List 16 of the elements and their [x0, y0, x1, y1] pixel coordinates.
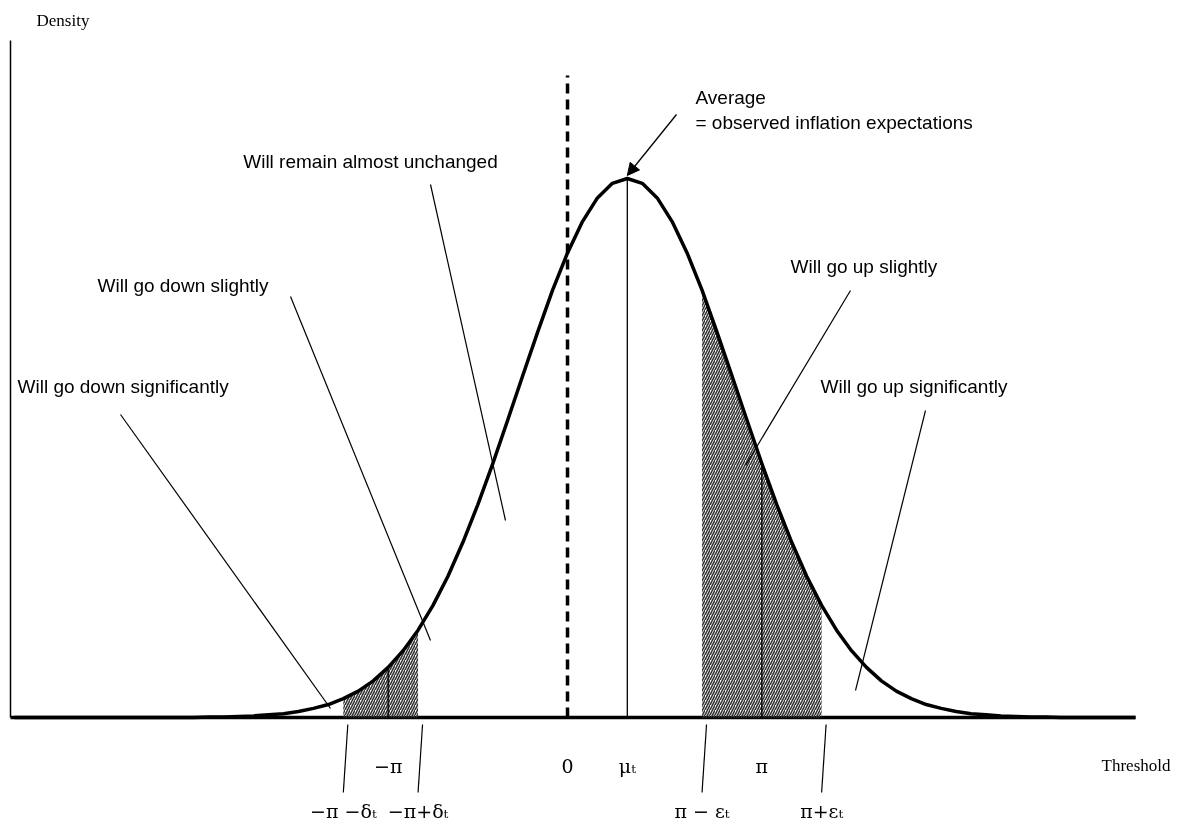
- x-tick-label: π+εₜ: [800, 799, 844, 822]
- x-tick-label: π: [755, 754, 769, 777]
- x-tick-label: π − εₜ: [674, 799, 730, 822]
- annotation: Will go down significantly: [17, 375, 230, 397]
- x-tick-label: −π: [373, 754, 403, 777]
- annotation: Will go up slightly: [790, 255, 938, 277]
- x-tick-label: −π −δₜ: [310, 799, 377, 822]
- x-tick-label: μₜ: [618, 754, 637, 777]
- x-axis-title: Threshold: [1101, 756, 1171, 775]
- annotation: Will go down slightly: [97, 274, 270, 296]
- text: Will remain almost unchanged: [243, 150, 498, 172]
- x-tick-label: 0: [561, 754, 574, 777]
- text: Density: [36, 10, 90, 30]
- annotation: Will go up significantly: [820, 375, 1008, 397]
- annotation: Average = observed inflation expectations: [695, 86, 973, 133]
- x-tick-label: −π+δₜ: [387, 799, 449, 822]
